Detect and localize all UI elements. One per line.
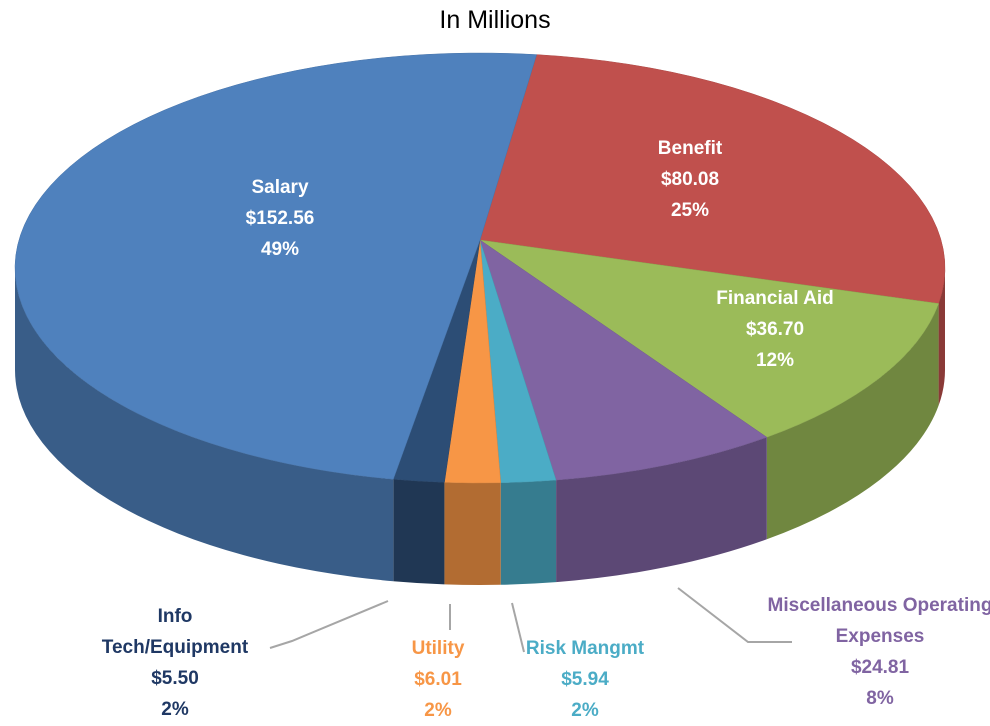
pie-slice [479,239,939,438]
leader-line [511,602,525,653]
slice-label: Utility $6.01 2% [378,633,498,726]
label-text: Info Tech/Equipment [101,606,249,658]
label-text: 49% [260,239,300,260]
pie-side [938,268,945,406]
label-text: 2% [571,700,599,721]
label-text: $24.81 [850,657,910,678]
label-text: 12% [755,350,795,371]
label-text: Risk Mangmt [525,638,645,659]
slice-label: Miscellaneous Operating Expenses $24.81 8% [765,590,990,714]
pie-slice [14,52,538,480]
label-text: Utility [411,638,465,659]
label-text: 2% [424,700,452,721]
label-text: 2% [161,699,189,720]
pie-side [500,480,557,585]
pie-slice [479,54,946,304]
pie-side [444,482,501,585]
pie-side [766,303,939,540]
label-text: Financial Aid [716,288,834,309]
chart-title: In Millions [439,6,551,34]
label-text: $36.70 [745,319,805,340]
slice-label: Risk Mangmt $5.94 2% [485,633,685,726]
label-text: Miscellaneous Operating Expenses [767,595,990,647]
pie-side [393,479,445,585]
label-text: 8% [866,688,894,709]
slice-label: Financial Aid $36.70 12% [675,283,875,376]
label-text: Benefit [657,138,723,159]
label-text: $6.01 [414,669,462,690]
slice-label: Benefit $80.08 25% [590,133,790,226]
pie-side [556,437,767,583]
pie-slice [479,239,768,481]
label-text: $5.94 [561,669,609,690]
label-text: $80.08 [660,169,720,190]
label-text: $5.50 [151,668,199,689]
label-text: $152.56 [245,208,315,229]
label-text: Salary [251,177,309,198]
slice-label: Info Tech/Equipment $5.50 2% [88,601,263,725]
label-text: 25% [670,200,710,221]
slice-label: Salary $152.56 49% [180,172,380,265]
pie-side [15,268,394,582]
leader-line [269,600,389,649]
leader-line [677,587,792,643]
